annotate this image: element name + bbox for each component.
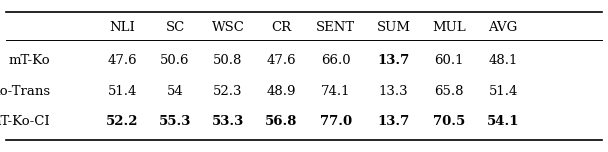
Text: 70.5: 70.5 <box>433 115 466 128</box>
Text: 47.6: 47.6 <box>108 54 137 67</box>
Text: 74.1: 74.1 <box>321 85 350 98</box>
Text: MUL: MUL <box>432 21 466 34</box>
Text: 54: 54 <box>167 85 184 98</box>
Text: 55.3: 55.3 <box>159 115 192 128</box>
Text: 54.1: 54.1 <box>487 115 519 128</box>
Text: 52.3: 52.3 <box>213 85 243 98</box>
Text: 60.1: 60.1 <box>435 54 464 67</box>
Text: 13.7: 13.7 <box>377 54 410 67</box>
Text: 51.4: 51.4 <box>108 85 137 98</box>
Text: CR: CR <box>271 21 291 34</box>
Text: mT-Ko: mT-Ko <box>9 54 50 67</box>
Text: SUM: SUM <box>376 21 410 34</box>
Text: WSC: WSC <box>212 21 244 34</box>
Text: 53.3: 53.3 <box>212 115 244 128</box>
Text: 65.8: 65.8 <box>435 85 464 98</box>
Text: 48.9: 48.9 <box>266 85 295 98</box>
Text: 50.6: 50.6 <box>161 54 190 67</box>
Text: 77.0: 77.0 <box>320 115 351 128</box>
Text: 48.1: 48.1 <box>488 54 518 67</box>
Text: 47.6: 47.6 <box>266 54 295 67</box>
Text: SENT: SENT <box>316 21 355 34</box>
Text: 56.8: 56.8 <box>264 115 297 128</box>
Text: mT-Ko-CI: mT-Ko-CI <box>0 115 50 128</box>
Text: NLI: NLI <box>109 21 135 34</box>
Text: 50.8: 50.8 <box>213 54 243 67</box>
Text: AVG: AVG <box>488 21 518 34</box>
Text: 51.4: 51.4 <box>488 85 518 98</box>
Text: SC: SC <box>165 21 185 34</box>
Text: 66.0: 66.0 <box>321 54 350 67</box>
Text: mT-Ko-Trans: mT-Ko-Trans <box>0 85 50 98</box>
Text: 13.3: 13.3 <box>379 85 408 98</box>
Text: 52.2: 52.2 <box>106 115 139 128</box>
Text: 13.7: 13.7 <box>377 115 410 128</box>
